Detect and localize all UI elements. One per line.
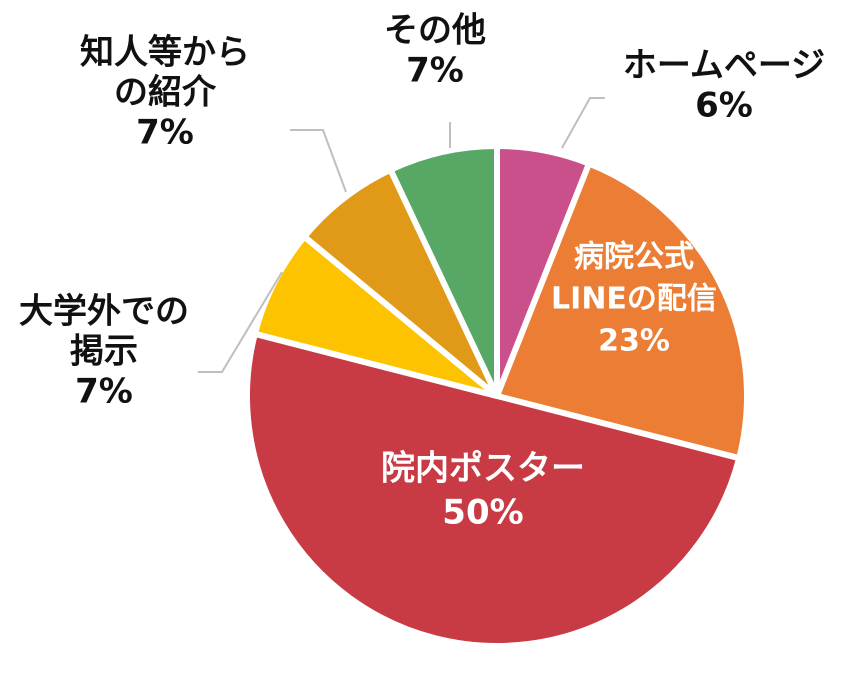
slice-value-2: 23%	[598, 324, 670, 359]
pie-slice-6	[387, 143, 500, 399]
slice-value-5: 7%	[136, 113, 194, 153]
slice-label-line-2-2: LINEの配信	[551, 282, 717, 317]
slice-label-line-4-1: 大学外での	[19, 292, 189, 332]
leader-line-1	[561, 97, 605, 149]
slice-label-line-3-1: 院内ポスター	[381, 449, 585, 489]
leader-line-4	[198, 271, 283, 373]
pie-slice-2	[494, 160, 750, 462]
slice-value-3: 50%	[442, 493, 523, 533]
pie-slice-3	[244, 330, 743, 649]
slice-label-line-6-1: その他	[384, 11, 486, 51]
leader-line-5	[290, 129, 347, 193]
slice-value-6: 7%	[406, 51, 464, 91]
slice-label-line-2-1: 病院公式	[574, 240, 694, 275]
slice-label-2: 病院公式 LINEの配信 23%	[551, 240, 717, 359]
slice-label-line-5-1: 知人等から	[80, 33, 250, 73]
slice-value-1: 6%	[695, 86, 753, 126]
slice-label-line-1-1: ホームページ	[623, 46, 825, 86]
slice-label-line-4-2: 掲示	[70, 332, 138, 372]
slice-value-4: 7%	[75, 372, 133, 412]
slice-label-line-5-2: の紹介	[114, 73, 217, 113]
